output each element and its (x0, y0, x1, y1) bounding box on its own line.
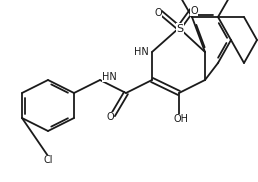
Text: OH: OH (173, 114, 189, 124)
Text: Cl: Cl (43, 155, 53, 165)
Text: O: O (190, 6, 198, 16)
Text: HN: HN (134, 47, 149, 57)
Text: S: S (176, 24, 183, 34)
Text: O: O (106, 112, 114, 122)
Text: HN: HN (102, 72, 117, 82)
Text: O: O (154, 8, 162, 18)
